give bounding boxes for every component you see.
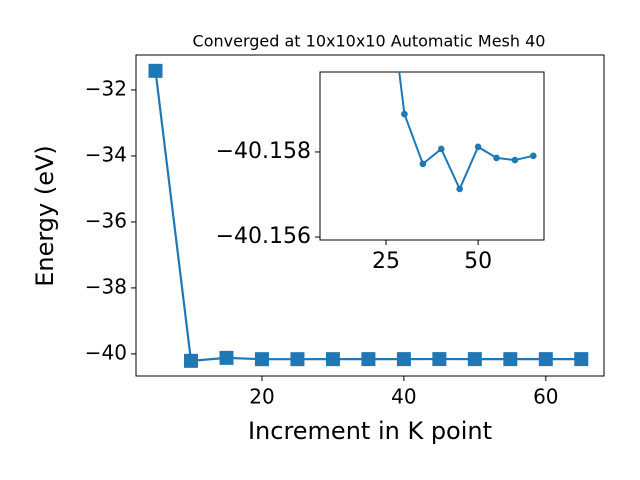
marker (432, 352, 447, 367)
x-tick-label: 25 (372, 249, 400, 274)
y-tick-label: −40 (85, 340, 127, 364)
marker (538, 352, 553, 367)
marker (574, 352, 589, 367)
marker (503, 352, 518, 367)
x-tick-label: 50 (464, 249, 492, 274)
marker (148, 63, 163, 78)
y-axis-label: Energy (eV) (31, 145, 59, 287)
y-tick-label: −40.156 (216, 224, 311, 249)
marker (530, 152, 537, 160)
marker (396, 352, 411, 367)
marker (437, 145, 445, 153)
marker (401, 110, 408, 118)
marker (511, 156, 519, 164)
marker (361, 352, 376, 367)
marker (467, 352, 482, 367)
marker (456, 185, 463, 193)
marker (419, 160, 427, 168)
chart-title: Converged at 10x10x10 Automatic Mesh 40 (193, 32, 546, 51)
marker (493, 154, 500, 162)
y-tick-label: −32 (85, 76, 127, 100)
x-tick-label: 40 (391, 385, 416, 409)
marker (183, 353, 198, 368)
marker (290, 352, 305, 367)
x-tick-label: 20 (249, 385, 274, 409)
series-group (148, 63, 589, 368)
marker (219, 350, 234, 365)
x-axis-label: Increment in K point (248, 417, 492, 445)
series-group (398, 72, 537, 193)
y-tick-label: −40.158 (216, 139, 311, 164)
marker (254, 352, 269, 367)
x-tick-label: 60 (533, 385, 558, 409)
y-tick-label: −38 (85, 274, 127, 298)
marker (325, 352, 340, 367)
y-tick-label: −34 (85, 142, 127, 166)
marker (474, 143, 482, 151)
y-tick-label: −36 (85, 208, 127, 232)
